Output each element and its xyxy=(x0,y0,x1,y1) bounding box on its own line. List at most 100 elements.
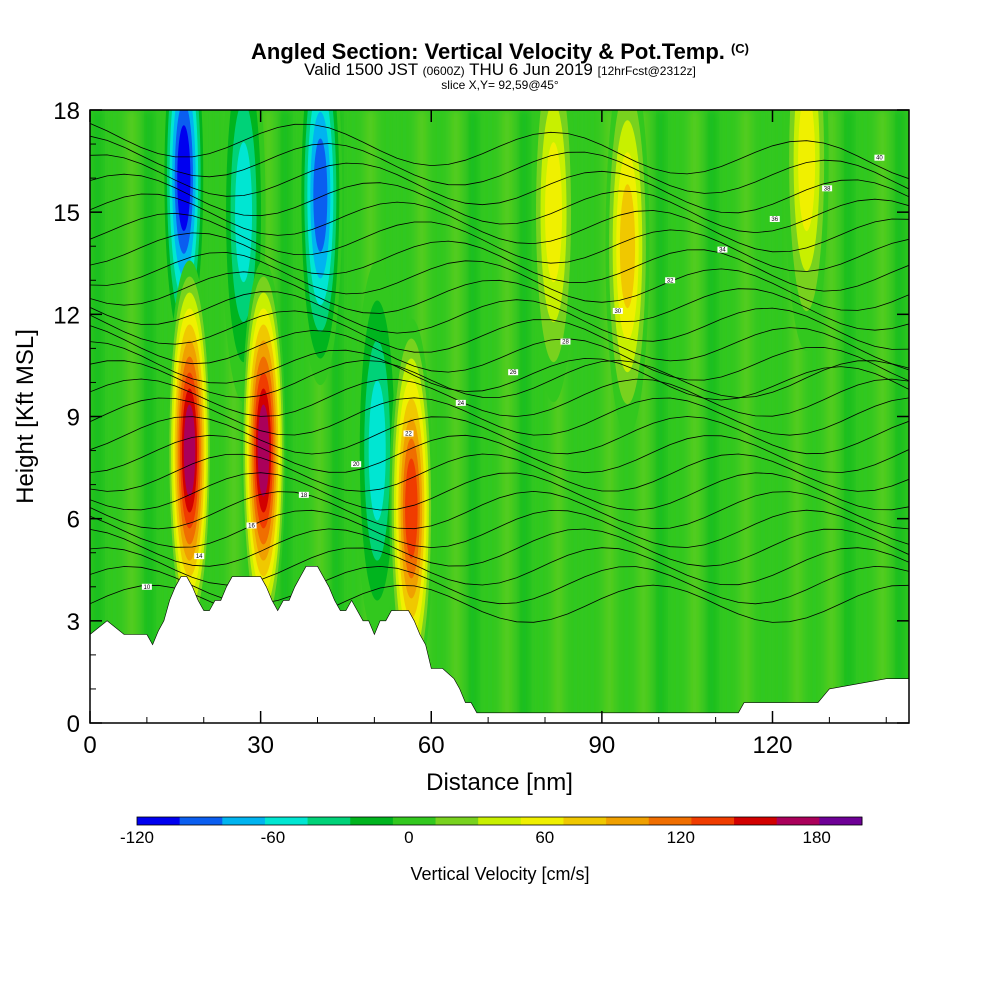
downdraft-core xyxy=(313,138,328,252)
y-tick-label: 15 xyxy=(53,200,80,227)
velocity-band xyxy=(143,110,154,723)
theta-isoline xyxy=(90,472,909,511)
theta-isoline xyxy=(90,416,909,455)
colorbar-swatch xyxy=(478,817,522,825)
velocity-band xyxy=(211,110,222,723)
y-tick-label: 6 xyxy=(67,507,80,534)
velocity-band xyxy=(126,110,137,723)
colorbar-tick-label: 0 xyxy=(404,828,413,847)
velocity-band xyxy=(638,110,649,723)
theta-label: 30 xyxy=(614,309,621,315)
theta-label: 20 xyxy=(353,462,360,468)
velocity-band xyxy=(280,110,291,723)
theta-label: 26 xyxy=(510,370,517,376)
y-tick-label: 0 xyxy=(67,711,80,738)
colorbar-title: Vertical Velocity [cm/s] xyxy=(410,864,589,884)
velocity-band xyxy=(689,110,700,723)
colorbar-swatch xyxy=(563,817,607,825)
x-tick-label: 60 xyxy=(418,732,445,759)
colorbar-swatch xyxy=(648,817,692,825)
theta-isoline xyxy=(90,310,909,369)
theta-label-box xyxy=(717,246,728,253)
theta-isoline xyxy=(90,378,909,417)
colorbar-swatch xyxy=(734,817,778,825)
updraft-core xyxy=(183,404,196,497)
velocity-band xyxy=(450,110,461,723)
colorbar-swatch xyxy=(520,817,564,825)
theta-isoline xyxy=(90,135,909,194)
theta-label-box xyxy=(874,154,885,161)
colorbar-tick-label: -120 xyxy=(120,828,154,847)
velocity-band xyxy=(229,110,240,723)
colorbar-swatch xyxy=(350,817,394,825)
forecast-label: [12hrFcst@2312z] xyxy=(597,64,696,78)
colorbar-swatch xyxy=(606,817,650,825)
theta-isoline xyxy=(90,325,909,382)
colorbar: -120 -60 0 60 120 180 Vertical Velocity [cm/s] xyxy=(120,816,863,884)
velocity-band xyxy=(757,110,768,723)
theta-isoline xyxy=(90,271,909,331)
colorbar-swatch xyxy=(776,817,820,825)
colorbar-swatch xyxy=(264,817,309,825)
velocity-band xyxy=(484,110,495,723)
colorbar-tick-label: 60 xyxy=(535,828,554,847)
theta-isoline xyxy=(90,154,909,214)
theta-label-box xyxy=(665,277,676,284)
theta-isoline xyxy=(90,212,909,272)
theta-label: 32 xyxy=(667,278,674,284)
velocity-band xyxy=(877,110,888,723)
theta-label-box xyxy=(141,583,152,590)
velocity-band xyxy=(536,110,547,723)
y-tick-label: 12 xyxy=(53,302,80,329)
velocity-band xyxy=(109,110,120,723)
colorbar-swatch xyxy=(222,817,266,825)
x-tick-label: 0 xyxy=(83,732,96,759)
velocity-band xyxy=(297,110,308,723)
x-tick-label: 30 xyxy=(247,732,274,759)
y-tick-label: 9 xyxy=(67,405,80,432)
theta-isoline xyxy=(90,509,909,549)
theta-label: 28 xyxy=(562,340,569,346)
x-axis-title: Distance [nm] xyxy=(426,769,573,796)
theta-isoline xyxy=(90,341,909,401)
velocity-band xyxy=(467,110,478,723)
colorbar-swatch xyxy=(392,817,437,825)
velocity-band xyxy=(792,110,803,723)
chart-valid-line: Valid 1500 JST (0600Z) THU 6 Jun 2019 [1… xyxy=(304,60,696,79)
velocity-band xyxy=(348,110,359,723)
theta-isoline xyxy=(90,528,909,567)
velocity-band xyxy=(587,110,598,723)
colorbar-swatch xyxy=(819,817,863,825)
theta-isoline xyxy=(90,232,909,292)
theta-labels: 10 14 16 18 20 22 24 26 28 30 32 34 36 38 40 xyxy=(141,154,885,591)
velocity-band xyxy=(706,110,717,723)
theta-label: 18 xyxy=(301,493,308,499)
colorbar-tick-label: 180 xyxy=(803,828,831,847)
velocity-band xyxy=(519,110,530,723)
theta-label-box xyxy=(455,399,466,406)
velocity-band xyxy=(331,110,342,723)
theta-isoline xyxy=(90,291,909,350)
x-tick-label: 120 xyxy=(752,732,792,759)
velocity-band xyxy=(740,110,751,723)
downdraft-core xyxy=(177,125,191,231)
updraft-core xyxy=(798,110,816,232)
velocity-band xyxy=(723,110,734,723)
downdraft-core xyxy=(368,380,386,521)
colorbar-swatch xyxy=(307,817,351,825)
theta-label: 14 xyxy=(196,554,203,560)
theta-isoline xyxy=(90,173,909,234)
plot-area: 10 14 16 18 20 22 24 26 28 30 32 34 36 38 40 xyxy=(90,110,909,723)
theta-label-box xyxy=(769,215,780,222)
theta-label: 10 xyxy=(144,585,151,591)
theta-isoline xyxy=(90,434,909,474)
theta-label-box xyxy=(508,369,519,376)
velocity-band xyxy=(775,110,786,723)
velocity-band xyxy=(553,110,564,723)
theta-label-box xyxy=(403,430,414,437)
velocity-band xyxy=(433,110,444,723)
y-tick-label: 3 xyxy=(67,609,80,636)
velocity-band xyxy=(160,110,171,723)
